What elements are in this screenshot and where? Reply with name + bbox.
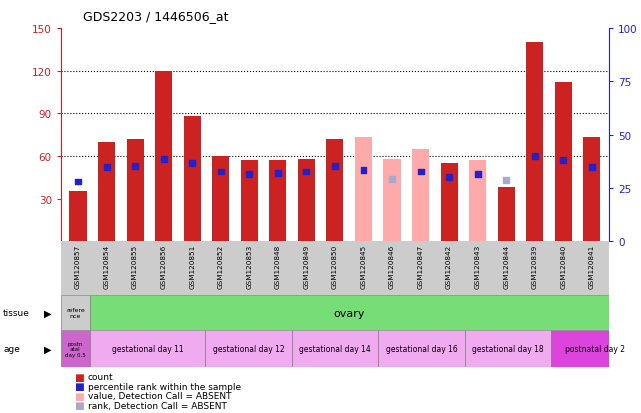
Bar (469, 161, 487, 242)
Text: gestational day 16: gestational day 16 (386, 344, 457, 354)
Text: GSM120851: GSM120851 (189, 244, 196, 288)
Text: GSM120850: GSM120850 (332, 244, 338, 288)
Text: value, Detection Call = ABSENT: value, Detection Call = ABSENT (88, 391, 231, 400)
Bar (440, 164, 458, 242)
Text: tissue: tissue (3, 308, 30, 317)
Bar (551, 330, 638, 368)
Text: count: count (88, 372, 113, 381)
Bar (526, 43, 544, 242)
Text: GSM120843: GSM120843 (474, 244, 481, 288)
Bar (554, 83, 572, 242)
Bar (98, 142, 115, 242)
Point (158, 156, 169, 163)
Text: rank, Detection Call = ABSENT: rank, Detection Call = ABSENT (88, 401, 227, 410)
Bar (326, 140, 344, 242)
Bar (583, 138, 601, 242)
Bar (378, 330, 465, 368)
Text: GSM120847: GSM120847 (417, 244, 424, 288)
Bar (126, 140, 144, 242)
Bar (61, 295, 90, 330)
Bar (69, 192, 87, 242)
Bar (183, 117, 201, 242)
Bar (90, 330, 205, 368)
Text: GSM120842: GSM120842 (446, 244, 452, 288)
Text: GSM120855: GSM120855 (132, 244, 138, 288)
Text: GSM120845: GSM120845 (360, 244, 367, 288)
Text: GSM120839: GSM120839 (532, 244, 538, 288)
Point (472, 172, 483, 178)
Point (130, 163, 140, 170)
Point (244, 172, 254, 178)
Bar (241, 161, 258, 242)
Text: gestational day 18: gestational day 18 (472, 344, 544, 354)
Bar (355, 138, 372, 242)
Point (215, 169, 226, 176)
Bar (383, 159, 401, 242)
Text: GSM120856: GSM120856 (161, 244, 167, 288)
Text: GSM120852: GSM120852 (218, 244, 224, 288)
Point (558, 157, 569, 164)
Point (358, 167, 369, 174)
Text: GSM120854: GSM120854 (104, 244, 110, 288)
Point (101, 164, 112, 171)
Text: GSM120849: GSM120849 (303, 244, 310, 288)
Point (501, 177, 512, 184)
Point (587, 164, 597, 171)
Text: ■: ■ (74, 381, 83, 391)
Text: gestational day 14: gestational day 14 (299, 344, 370, 354)
Bar (205, 330, 292, 368)
Bar (61, 330, 90, 368)
Point (387, 176, 397, 183)
Text: ▶: ▶ (44, 344, 51, 354)
Text: GSM120844: GSM120844 (503, 244, 509, 288)
Text: gestational day 11: gestational day 11 (112, 344, 183, 354)
Bar (298, 159, 315, 242)
Text: gestational day 12: gestational day 12 (213, 344, 284, 354)
Text: ■: ■ (74, 372, 83, 382)
Bar (269, 161, 287, 242)
Text: refere
nce: refere nce (66, 307, 85, 318)
Text: ovary: ovary (333, 308, 365, 318)
Bar (412, 150, 429, 242)
Text: postnatal day 2: postnatal day 2 (565, 344, 624, 354)
Point (529, 153, 540, 160)
Bar (212, 157, 229, 242)
Point (272, 170, 283, 177)
Bar (497, 188, 515, 242)
Text: GSM120848: GSM120848 (275, 244, 281, 288)
Text: GSM120853: GSM120853 (246, 244, 253, 288)
Text: postn
atal
day 0.5: postn atal day 0.5 (65, 341, 86, 357)
Bar (155, 71, 172, 242)
Text: ▶: ▶ (44, 308, 51, 318)
Point (73, 179, 83, 185)
Text: GSM120857: GSM120857 (75, 244, 81, 288)
Point (415, 169, 426, 176)
Bar (465, 330, 551, 368)
Text: GSM120840: GSM120840 (560, 244, 566, 288)
Text: GSM120846: GSM120846 (389, 244, 395, 288)
Text: GSM120841: GSM120841 (589, 244, 595, 288)
Point (329, 163, 340, 170)
Point (301, 169, 312, 176)
Bar (292, 330, 378, 368)
Point (187, 160, 197, 167)
Text: ■: ■ (74, 391, 83, 401)
Text: age: age (3, 344, 20, 354)
Point (444, 174, 454, 181)
Text: percentile rank within the sample: percentile rank within the sample (88, 382, 241, 391)
Text: ■: ■ (74, 400, 83, 410)
Text: GDS2203 / 1446506_at: GDS2203 / 1446506_at (83, 10, 229, 23)
